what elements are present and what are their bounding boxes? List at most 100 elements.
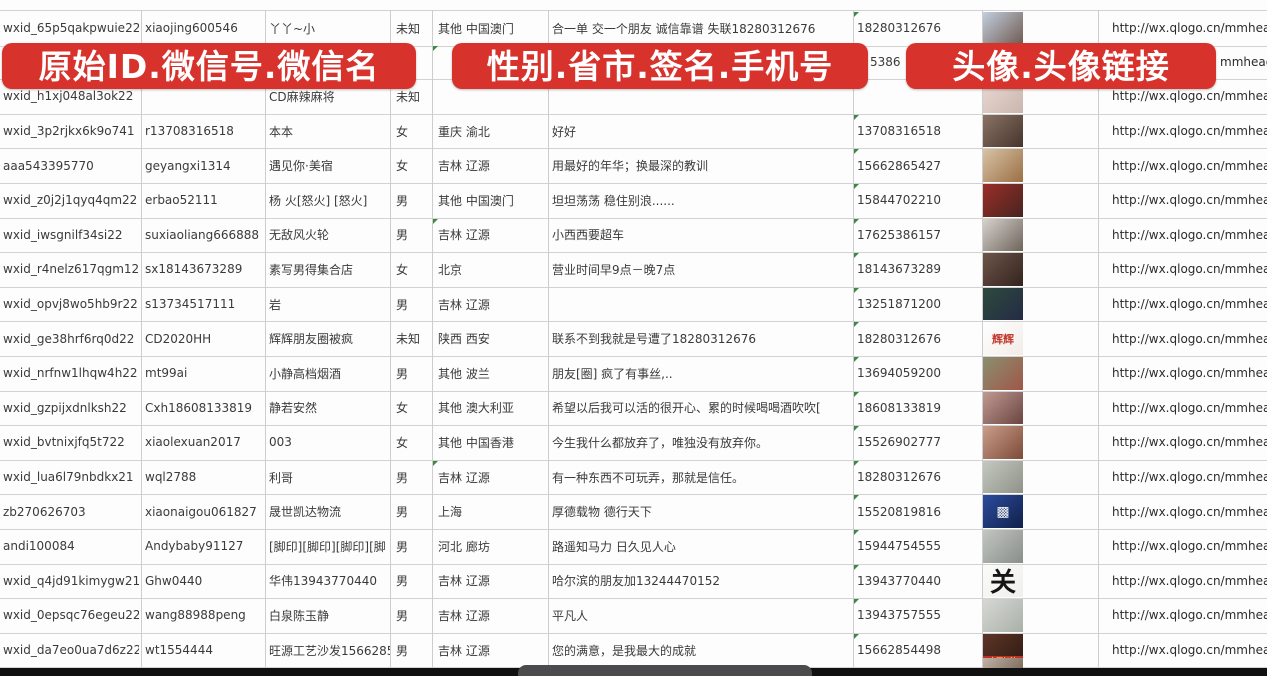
- region-cell[interactable]: 北京: [438, 262, 463, 277]
- phone-cell[interactable]: 18143673289: [857, 262, 941, 277]
- region-cell[interactable]: 重庆 渝北: [438, 124, 490, 139]
- phone-cell[interactable]: 15662865427: [857, 158, 941, 173]
- gender-cell[interactable]: 男: [396, 608, 409, 623]
- wechat-name-cell[interactable]: [脚印][脚印][脚印][脚: [269, 539, 386, 554]
- avatar-url-cell[interactable]: http://wx.qlogo.cn/mmhead: [1112, 227, 1267, 242]
- wechat-alias-cell[interactable]: wang88988peng: [145, 608, 246, 623]
- wxid-cell[interactable]: wxid_nrfnw1lhqw4h22: [3, 366, 138, 381]
- phone-cell[interactable]: 13251871200: [857, 297, 941, 312]
- wxid-cell[interactable]: wxid_0epsqc76egeu22: [3, 608, 139, 623]
- wechat-name-cell[interactable]: 晟世凯达物流: [269, 505, 342, 520]
- wechat-name-cell[interactable]: 素写男得集合店: [269, 262, 354, 277]
- gender-cell[interactable]: 女: [396, 401, 409, 416]
- wechat-name-cell[interactable]: 杨 火[怒火] [怒火]: [269, 193, 368, 208]
- avatar-url-cell[interactable]: http://wx.qlogo.cn/mmhead: [1112, 89, 1267, 104]
- phone-cell[interactable]: 18280312676: [857, 21, 941, 36]
- signature-cell[interactable]: 今生我什么都放弃了，唯独没有放弃你。: [552, 435, 769, 450]
- signature-cell[interactable]: 路遥知马力 日久见人心: [552, 539, 676, 554]
- gender-cell[interactable]: 女: [396, 435, 409, 450]
- wechat-name-cell[interactable]: 华伟13943770440: [269, 574, 377, 589]
- avatar-url-cell[interactable]: http://wx.qlogo.cn/mmhead: [1112, 331, 1267, 346]
- wechat-name-cell[interactable]: 岩: [269, 297, 282, 312]
- phone-cell[interactable]: 13694059200: [857, 366, 941, 381]
- signature-cell[interactable]: 联系不到我就是号遭了18280312676: [552, 332, 756, 347]
- gender-cell[interactable]: 男: [396, 470, 409, 485]
- phone-cell[interactable]: 5386: [870, 54, 901, 69]
- signature-cell[interactable]: 朋友[圈] 疯了有事丝,..: [552, 366, 673, 381]
- region-cell[interactable]: 吉林 辽源: [438, 608, 490, 623]
- region-cell[interactable]: 其他 澳大利亚: [438, 401, 514, 416]
- wechat-alias-cell[interactable]: sx18143673289: [145, 262, 243, 277]
- gender-cell[interactable]: 未知: [396, 89, 421, 104]
- wechat-alias-cell[interactable]: erbao52111: [145, 193, 218, 208]
- wechat-name-cell[interactable]: 遇见你·美宿: [269, 159, 333, 174]
- wechat-name-cell[interactable]: 小静高档烟酒: [269, 366, 342, 381]
- gender-cell[interactable]: 女: [396, 124, 409, 139]
- wxid-cell[interactable]: andi100084: [3, 539, 75, 554]
- wechat-alias-cell[interactable]: Cxh18608133819: [145, 400, 253, 415]
- wechat-alias-cell[interactable]: wt1554444: [145, 643, 213, 658]
- phone-cell[interactable]: 13943770440: [857, 573, 941, 588]
- wechat-name-cell[interactable]: 003: [269, 435, 292, 450]
- avatar-url-cell[interactable]: http://wx.qlogo.cn/mmhead: [1112, 297, 1267, 312]
- wxid-cell[interactable]: wxid_iwsgnilf34si22: [3, 227, 123, 242]
- wechat-alias-cell[interactable]: suxiaoliang666888: [145, 227, 260, 242]
- wechat-alias-cell[interactable]: wql2788: [145, 470, 197, 485]
- wxid-cell[interactable]: zb270626703: [3, 504, 86, 519]
- signature-cell[interactable]: 营业时间早9点－晚7点: [552, 262, 676, 277]
- phone-cell[interactable]: 15844702210: [857, 193, 941, 208]
- wxid-cell[interactable]: wxid_r4nelz617qgm12: [3, 262, 139, 277]
- phone-cell[interactable]: 15944754555: [857, 539, 941, 554]
- region-cell[interactable]: 吉林 辽源: [438, 297, 490, 312]
- wxid-cell[interactable]: wxid_gzpijxdnlksh22: [3, 400, 127, 415]
- wechat-alias-cell[interactable]: xiaonaigou061827: [145, 504, 257, 519]
- signature-cell[interactable]: 平凡人: [552, 608, 589, 623]
- gender-cell[interactable]: 未知: [396, 21, 421, 36]
- region-cell[interactable]: 其他 中国澳门: [438, 193, 514, 208]
- wechat-alias-cell[interactable]: Ghw0440: [145, 573, 203, 588]
- wechat-alias-cell[interactable]: xiaojing600546: [145, 21, 238, 36]
- wechat-name-cell[interactable]: 丫丫~小: [269, 21, 316, 36]
- gender-cell[interactable]: 男: [396, 297, 409, 312]
- wechat-name-cell[interactable]: 白泉陈玉静: [269, 608, 330, 623]
- region-cell[interactable]: 吉林 辽源: [438, 574, 490, 589]
- avatar-url-cell[interactable]: http://wx.qlogo.cn/mmhead: [1112, 124, 1267, 139]
- avatar-url-cell[interactable]: http://wx.qlogo.cn/mmhead: [1112, 193, 1267, 208]
- gender-cell[interactable]: 男: [396, 193, 409, 208]
- phone-cell[interactable]: 13708316518: [857, 124, 941, 139]
- avatar-url-cell[interactable]: http://wx.qlogo.cn/mmhead: [1112, 366, 1267, 381]
- gender-cell[interactable]: 男: [396, 643, 409, 658]
- phone-cell[interactable]: 15526902777: [857, 435, 941, 450]
- phone-cell[interactable]: 18608133819: [857, 400, 941, 415]
- signature-cell[interactable]: 好好: [552, 124, 577, 139]
- region-cell[interactable]: 河北 廊坊: [438, 539, 490, 554]
- gender-cell[interactable]: 女: [396, 262, 409, 277]
- wechat-alias-cell[interactable]: Andybaby91127: [145, 539, 244, 554]
- avatar-url-cell[interactable]: http://wx.qlogo.cn/mmhead: [1112, 643, 1267, 658]
- signature-cell[interactable]: 希望以后我可以活的很开心、累的时候喝喝酒吹吹[: [552, 401, 821, 416]
- phone-cell[interactable]: 15520819816: [857, 504, 941, 519]
- signature-cell[interactable]: 厚德载物 德行天下: [552, 505, 652, 520]
- gender-cell[interactable]: 男: [396, 505, 409, 520]
- wxid-cell[interactable]: wxid_3p2rjkx6k9o741: [3, 124, 135, 139]
- avatar-url-cell[interactable]: http://wx.qlogo.cn/mmhead: [1112, 158, 1267, 173]
- wechat-name-cell[interactable]: 静若安然: [269, 401, 318, 416]
- avatar-url-cell[interactable]: http://wx.qlogo.cn/mmhead: [1112, 21, 1267, 36]
- wechat-alias-cell[interactable]: geyangxi1314: [145, 158, 231, 173]
- wechat-alias-cell[interactable]: CD2020HH: [145, 331, 212, 346]
- signature-cell[interactable]: [552, 287, 851, 322]
- avatar-url-cell[interactable]: http://wx.qlogo.cn/mmhead: [1112, 504, 1267, 519]
- region-cell[interactable]: 吉林 辽源: [438, 470, 490, 485]
- avatar-url-cell[interactable]: http://wx.qlogo.cn/mmhead: [1112, 262, 1267, 277]
- region-cell[interactable]: 吉林 辽源: [438, 228, 490, 243]
- wxid-cell[interactable]: wxid_q4jd91kimygw21: [3, 573, 139, 588]
- wxid-cell[interactable]: wxid_ge38hrf6rq0d22: [3, 331, 135, 346]
- region-cell[interactable]: 其他 中国香港: [438, 435, 514, 450]
- region-cell[interactable]: 吉林 辽源: [438, 159, 490, 174]
- phone-cell[interactable]: 17625386157: [857, 227, 941, 242]
- region-cell[interactable]: 其他 中国澳门: [438, 21, 514, 36]
- wechat-name-cell[interactable]: 无敌风火轮: [269, 228, 330, 243]
- region-cell[interactable]: 其他 波兰: [438, 366, 490, 381]
- wxid-cell[interactable]: wxid_65p5qakpwuie22: [3, 21, 139, 36]
- phone-cell[interactable]: 15662854498: [857, 643, 941, 658]
